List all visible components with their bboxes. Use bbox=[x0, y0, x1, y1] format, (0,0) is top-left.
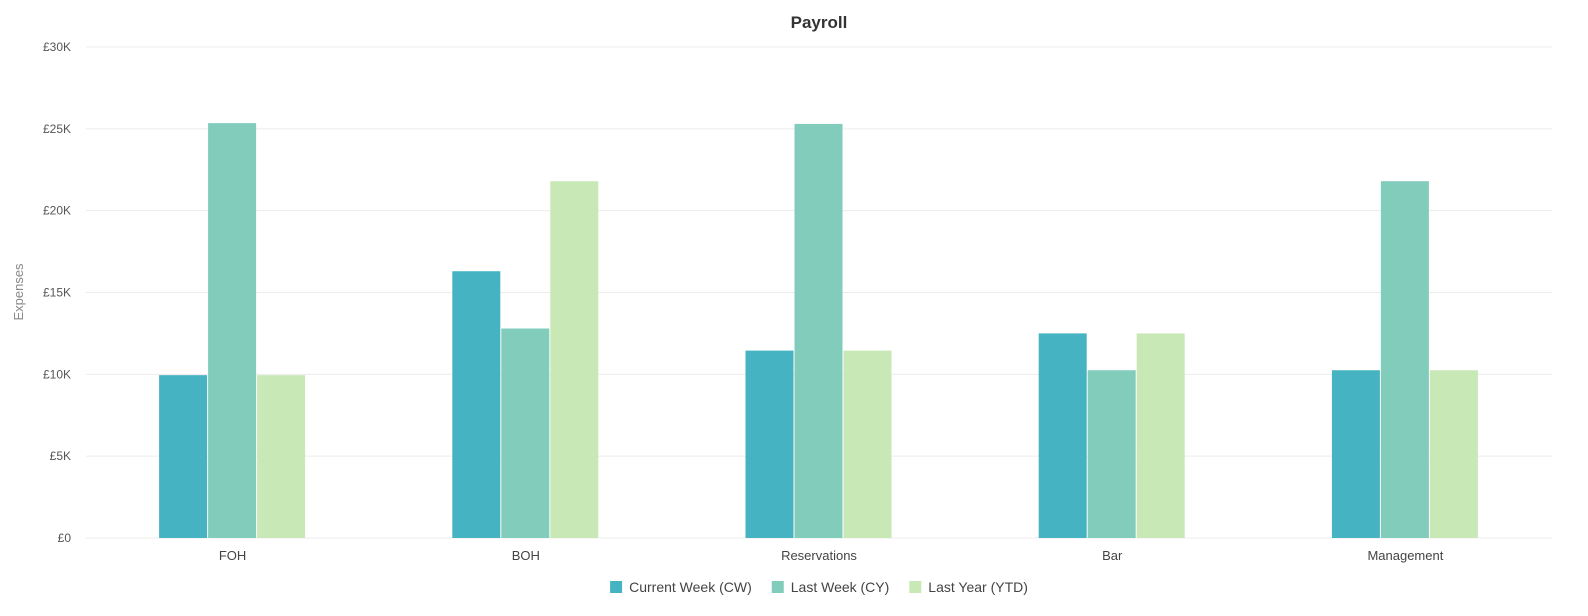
bar[interactable] bbox=[452, 271, 501, 538]
bar[interactable] bbox=[208, 123, 257, 538]
bar[interactable] bbox=[745, 350, 794, 538]
bar[interactable] bbox=[257, 375, 306, 538]
legend-item[interactable]: Last Year (YTD) bbox=[909, 579, 1028, 595]
x-axis-ticks: FOH BOH Reservations Bar Management bbox=[219, 548, 1444, 563]
x-tick-label: Management bbox=[1367, 548, 1443, 563]
bar[interactable] bbox=[843, 350, 892, 538]
y-tick-label: £25K bbox=[43, 122, 71, 136]
y-axis-label: Expenses bbox=[11, 263, 26, 321]
legend-label: Last Year (YTD) bbox=[928, 579, 1028, 595]
y-tick-label: £10K bbox=[43, 367, 71, 381]
y-tick-label: £20K bbox=[43, 204, 71, 218]
bar[interactable] bbox=[1136, 333, 1185, 538]
legend-label: Last Week (CY) bbox=[791, 579, 890, 595]
y-tick-label: £30K bbox=[43, 40, 71, 54]
legend-item[interactable]: Last Week (CY) bbox=[771, 579, 890, 595]
bar[interactable] bbox=[1331, 370, 1380, 538]
y-tick-label: £15K bbox=[43, 286, 71, 300]
bar[interactable] bbox=[1380, 181, 1429, 538]
chart-title: Payroll bbox=[791, 13, 848, 32]
y-tick-label: £5K bbox=[50, 449, 71, 463]
bar[interactable] bbox=[794, 123, 843, 538]
legend-item[interactable]: Current Week (CW) bbox=[610, 579, 752, 595]
x-tick-label: Bar bbox=[1102, 548, 1123, 563]
bar[interactable] bbox=[550, 181, 599, 538]
y-axis-ticks: £0 £5K £10K £15K £20K £25K £30K bbox=[43, 40, 71, 545]
legend-swatch bbox=[771, 581, 784, 593]
bar[interactable] bbox=[1038, 333, 1087, 538]
legend-swatch bbox=[610, 581, 623, 593]
legend: Current Week (CW) Last Week (CY) Last Year… bbox=[610, 579, 1028, 595]
bar[interactable] bbox=[1429, 370, 1478, 538]
x-tick-label: Reservations bbox=[781, 548, 857, 563]
bars bbox=[159, 123, 1478, 538]
legend-swatch bbox=[909, 581, 922, 593]
bar[interactable] bbox=[159, 375, 208, 538]
y-tick-label: £0 bbox=[58, 531, 72, 545]
x-tick-label: FOH bbox=[219, 548, 246, 563]
x-tick-label: BOH bbox=[512, 548, 540, 563]
bar[interactable] bbox=[1087, 370, 1136, 538]
legend-label: Current Week (CW) bbox=[629, 579, 752, 595]
bar[interactable] bbox=[501, 328, 550, 538]
